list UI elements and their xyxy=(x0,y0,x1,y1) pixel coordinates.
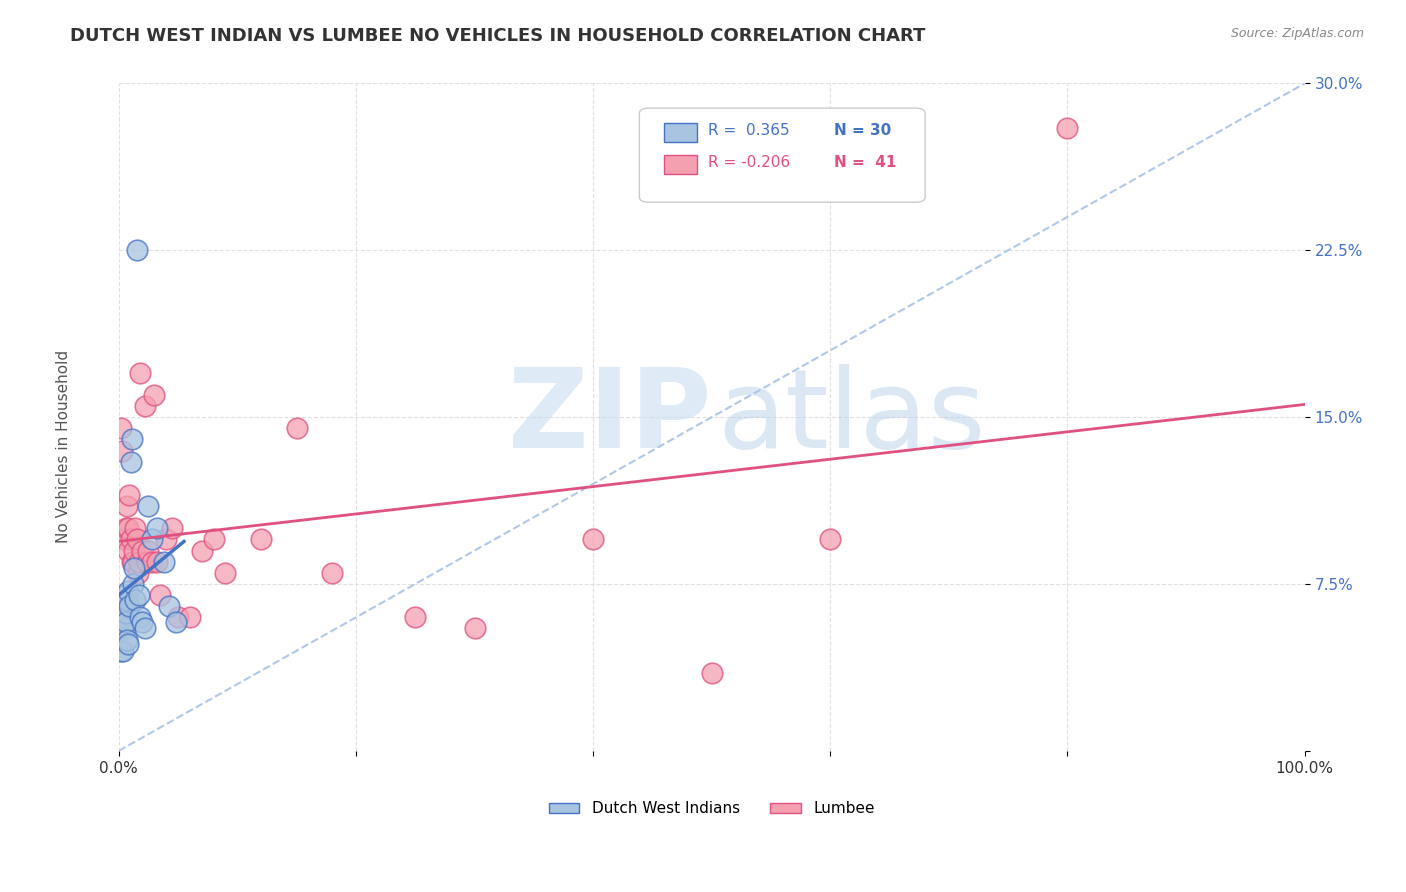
Point xyxy=(114,622,136,636)
Point xyxy=(153,555,176,569)
Point xyxy=(145,555,167,569)
Point xyxy=(121,555,143,569)
Text: atlas: atlas xyxy=(717,364,986,471)
Point xyxy=(138,543,160,558)
Point xyxy=(124,521,146,535)
Point xyxy=(117,583,139,598)
Point xyxy=(115,499,138,513)
Point xyxy=(114,533,136,547)
Point xyxy=(110,421,132,435)
Text: No Vehicles in Household: No Vehicles in Household xyxy=(56,350,70,542)
Point xyxy=(124,592,146,607)
Point xyxy=(582,533,605,547)
Point xyxy=(820,533,842,547)
Point xyxy=(118,599,141,614)
Point xyxy=(112,610,135,624)
Point xyxy=(160,521,183,535)
Point xyxy=(155,533,177,547)
Point xyxy=(143,388,166,402)
Point xyxy=(122,543,145,558)
Point xyxy=(117,521,139,535)
Point xyxy=(165,615,187,629)
Text: R =  0.365: R = 0.365 xyxy=(709,123,790,138)
Point xyxy=(700,665,723,680)
Point xyxy=(129,366,152,380)
Point xyxy=(134,622,156,636)
Text: N = 30: N = 30 xyxy=(834,123,891,138)
Point xyxy=(120,533,142,547)
Point xyxy=(149,588,172,602)
Point xyxy=(285,421,308,435)
Legend: Dutch West Indians, Lumbee: Dutch West Indians, Lumbee xyxy=(543,795,880,822)
Point xyxy=(115,615,138,629)
Point xyxy=(141,533,163,547)
Point xyxy=(127,566,149,580)
Point xyxy=(131,543,153,558)
Point xyxy=(145,521,167,535)
Bar xyxy=(664,123,697,142)
Point xyxy=(111,443,134,458)
Point xyxy=(115,632,138,647)
Point xyxy=(125,533,148,547)
Point xyxy=(463,622,485,636)
Point xyxy=(202,533,225,547)
Text: DUTCH WEST INDIAN VS LUMBEE NO VEHICLES IN HOUSEHOLD CORRELATION CHART: DUTCH WEST INDIAN VS LUMBEE NO VEHICLES … xyxy=(70,27,925,45)
Point xyxy=(111,622,134,636)
Text: ZIP: ZIP xyxy=(509,364,711,471)
Point xyxy=(250,533,273,547)
Point xyxy=(115,521,138,535)
Point xyxy=(121,433,143,447)
Point xyxy=(122,555,145,569)
Point xyxy=(136,555,159,569)
Point xyxy=(117,637,139,651)
Point xyxy=(179,610,201,624)
Point xyxy=(190,543,212,558)
Point xyxy=(131,615,153,629)
Text: N =  41: N = 41 xyxy=(834,155,896,170)
Point xyxy=(117,543,139,558)
Point xyxy=(1056,120,1078,135)
Point xyxy=(167,610,190,624)
Point xyxy=(128,588,150,602)
Text: R = -0.206: R = -0.206 xyxy=(709,155,790,170)
Point xyxy=(134,399,156,413)
Point xyxy=(214,566,236,580)
Point xyxy=(138,499,160,513)
Point xyxy=(125,244,148,258)
Point xyxy=(404,610,426,624)
Point xyxy=(129,610,152,624)
Point xyxy=(120,455,142,469)
FancyBboxPatch shape xyxy=(640,108,925,202)
Point xyxy=(122,577,145,591)
Point xyxy=(118,488,141,502)
Bar xyxy=(664,155,697,174)
Point xyxy=(115,606,138,620)
Point xyxy=(122,561,145,575)
Point xyxy=(114,588,136,602)
Point xyxy=(321,566,343,580)
Point xyxy=(115,592,138,607)
Point xyxy=(110,644,132,658)
Point xyxy=(128,555,150,569)
Point xyxy=(112,644,135,658)
Point xyxy=(157,599,180,614)
Text: Source: ZipAtlas.com: Source: ZipAtlas.com xyxy=(1230,27,1364,40)
Point xyxy=(141,555,163,569)
Point xyxy=(111,599,134,614)
